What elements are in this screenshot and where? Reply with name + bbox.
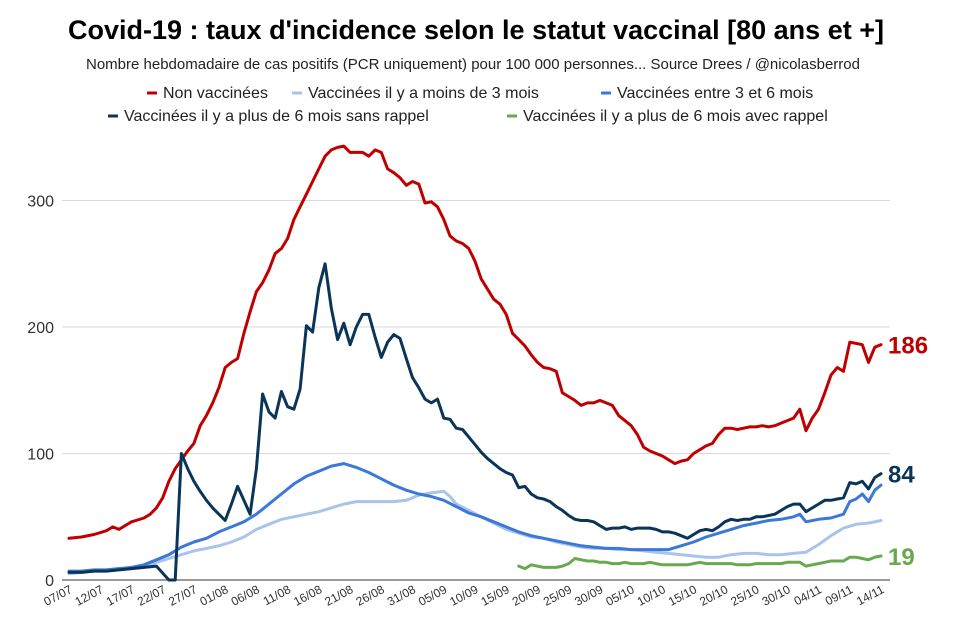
x-tick-label: 17/07 <box>104 582 137 609</box>
legend-label: Vaccinées entre 3 et 6 mois <box>617 85 813 102</box>
x-tick-label: 25/10 <box>728 582 761 609</box>
end-label-series-4: 19 <box>888 544 915 571</box>
x-tick-label: 15/09 <box>479 582 512 609</box>
x-tick-label: 16/08 <box>291 582 324 609</box>
legend-label: Vaccinées il y a plus de 6 mois sans rap… <box>124 108 429 125</box>
x-tick-label: 20/10 <box>697 582 730 609</box>
end-labels: 186 84 19 <box>888 333 928 571</box>
chart-subtitle: Nombre hebdomadaire de cas positifs (PCR… <box>86 56 860 73</box>
x-tick-label: 21/08 <box>322 582 355 609</box>
x-tick-label: 14/11 <box>854 582 887 608</box>
x-tick-label: 22/07 <box>135 582 168 609</box>
y-tick-label: 200 <box>27 320 54 337</box>
x-tick-label: 05/10 <box>603 582 636 609</box>
end-label-series-3: 84 <box>888 462 915 489</box>
y-axis-ticks: 0 100 200 300 <box>27 194 54 591</box>
x-tick-label: 05/09 <box>416 582 449 609</box>
x-tick-label: 01/08 <box>197 582 230 609</box>
legend-label: Non vaccinées <box>163 85 268 102</box>
series-line-2 <box>67 462 883 573</box>
x-tick-label: 27/07 <box>166 582 199 609</box>
chart-grid <box>62 200 890 581</box>
x-tick-label: 30/09 <box>572 582 605 609</box>
x-tick-label: 12/07 <box>73 582 106 609</box>
x-axis-ticks: 07/0712/0717/0722/0727/0701/0806/0811/08… <box>41 582 886 609</box>
legend-label: Vaccinées il y a moins de 3 mois <box>308 85 539 102</box>
chart-title: Covid-19 : taux d'incidence selon le sta… <box>68 15 884 45</box>
x-tick-label: 30/10 <box>760 582 793 609</box>
x-tick-label: 04/11 <box>792 582 825 608</box>
series-line-3 <box>67 262 883 582</box>
legend-label: Vaccinées il y a plus de 6 mois avec rap… <box>523 108 828 125</box>
x-tick-label: 25/09 <box>541 582 574 609</box>
y-tick-label: 100 <box>27 447 54 464</box>
series-line-0 <box>67 144 883 540</box>
x-tick-label: 20/09 <box>510 582 543 609</box>
x-tick-label: 26/08 <box>354 582 387 609</box>
chart-series <box>67 144 883 582</box>
end-label-series-0: 186 <box>888 333 928 360</box>
x-tick-label: 10/09 <box>447 582 480 609</box>
x-tick-label: 31/08 <box>385 582 418 609</box>
x-tick-label: 10/10 <box>635 582 668 609</box>
series-line-4 <box>517 554 883 571</box>
x-tick-label: 11/08 <box>261 582 294 608</box>
chart-legend: Non vaccinées Vaccinées il y a moins de 3… <box>108 85 828 125</box>
series-line-1 <box>67 489 883 576</box>
y-tick-label: 0 <box>45 573 54 590</box>
x-tick-label: 06/08 <box>229 582 262 609</box>
x-tick-label: 15/10 <box>666 582 699 609</box>
x-tick-label: 09/11 <box>823 582 856 608</box>
y-tick-label: 300 <box>27 194 54 211</box>
